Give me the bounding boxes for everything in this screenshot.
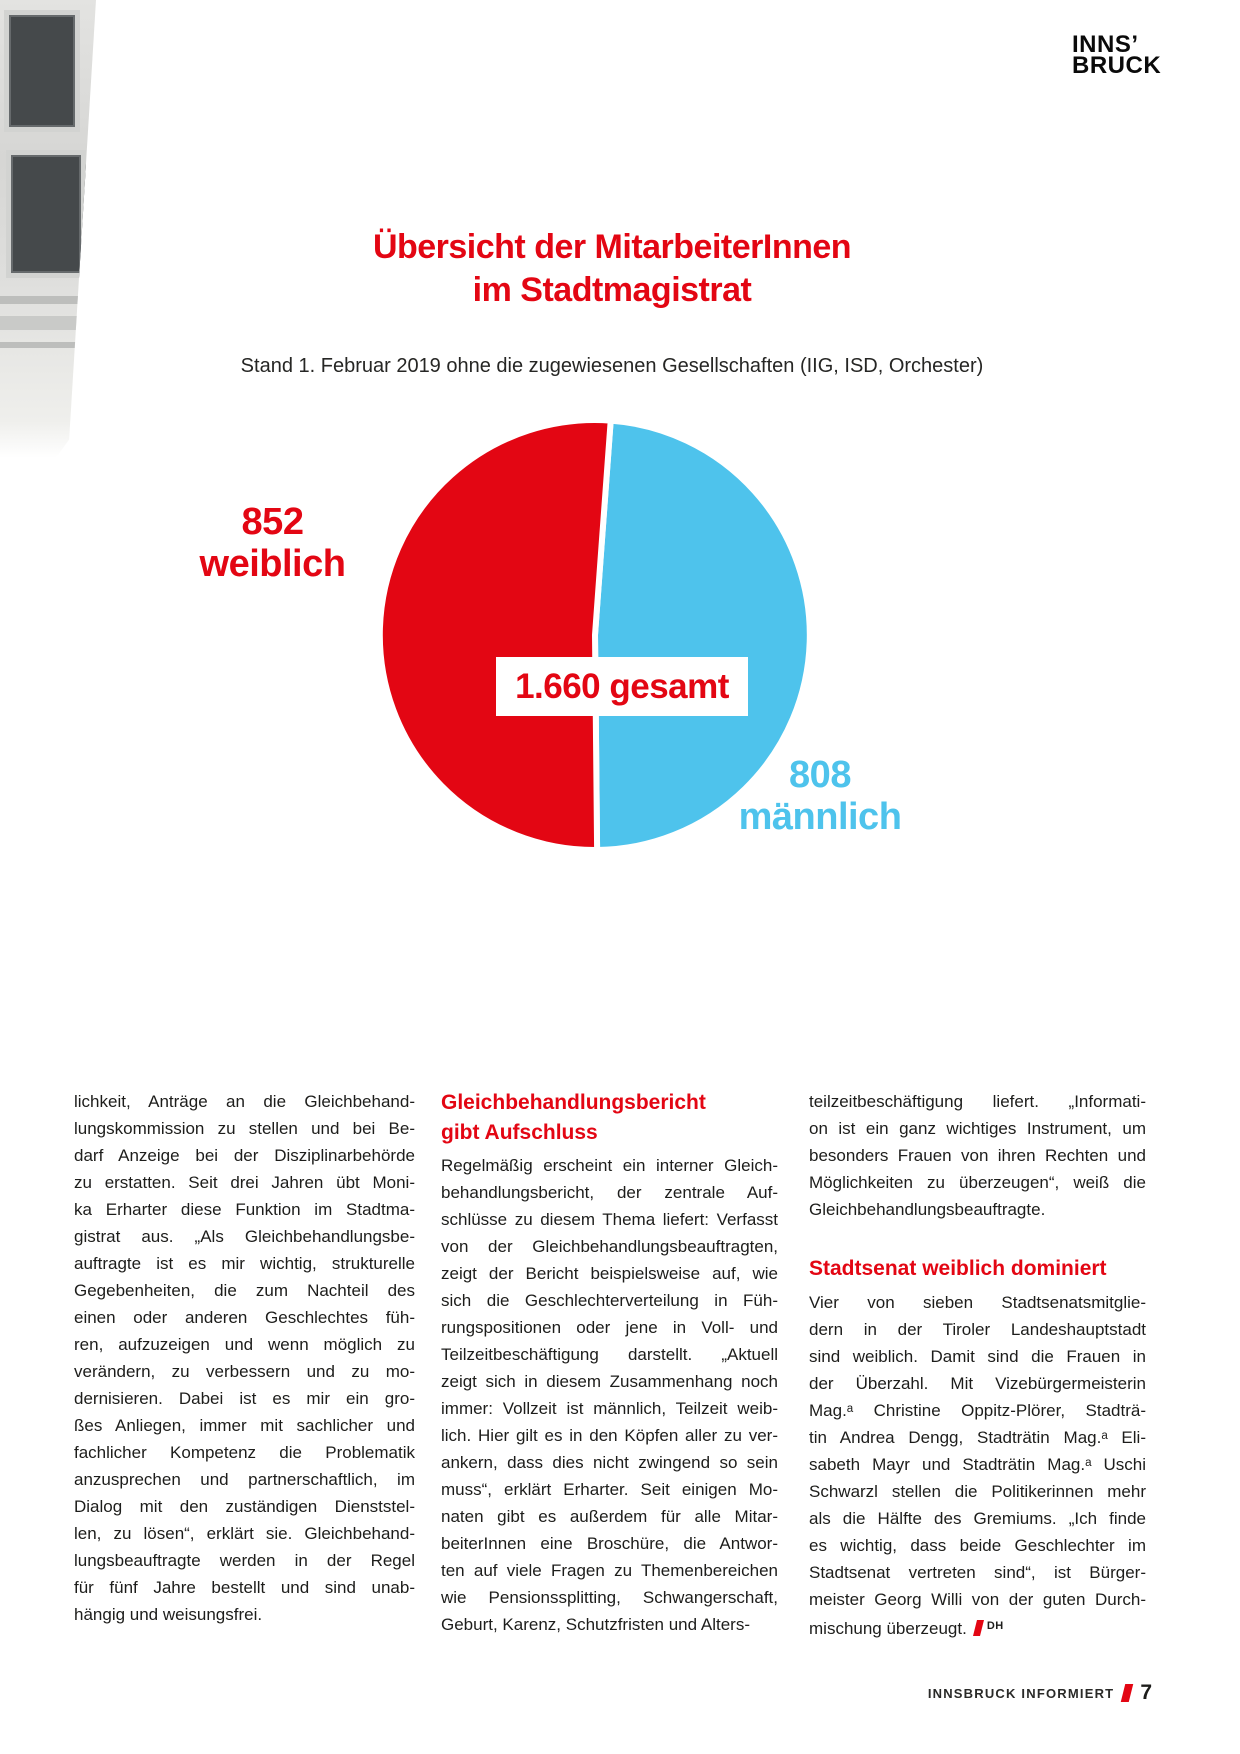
body-line: lich. Hier gilt es in den Köpfen aller z… bbox=[441, 1426, 778, 1445]
body-line: len, zu lösen“, erklärt sie. Gleichbehan… bbox=[74, 1524, 415, 1543]
body-line: muss“, erklärt Erharter. Seit einigen Mo… bbox=[441, 1480, 778, 1499]
body-line: ankern, dass dies nicht zwingend so sein bbox=[441, 1453, 778, 1472]
author-initials: DH bbox=[986, 1620, 1004, 1632]
body-line: tin Andrea Dengg, Stadträtin Mag.ᵃ Eli- bbox=[809, 1428, 1146, 1447]
building-photo bbox=[0, 0, 96, 458]
weiblich-label: weiblich bbox=[199, 543, 346, 585]
page-number: 7 bbox=[1140, 1681, 1152, 1704]
footer-slash-icon bbox=[1121, 1684, 1134, 1702]
body-line: sind weiblich. Damit sind die Frauen in bbox=[809, 1347, 1146, 1366]
body-line: wie Pensionssplitting, Schwangerschaft, bbox=[441, 1588, 778, 1607]
photo-cornice bbox=[0, 342, 96, 348]
pie-total-label: 1.660 gesamt bbox=[496, 657, 748, 716]
maennlich-value: 808 bbox=[789, 754, 851, 796]
body-line: der Überzahl. Mit Vizebürgermeisterin bbox=[809, 1374, 1146, 1393]
chart-title-line-1: Übersicht der MitarbeiterInnen bbox=[372, 228, 852, 266]
body-line: Dialog mit den zuständigen Dienststel- bbox=[74, 1497, 415, 1516]
pie-label-maennlich: 808 männlich bbox=[700, 754, 940, 838]
page-footer: INNSBRUCK INFORMIERT 7 bbox=[740, 1680, 1152, 1706]
body-line: ren, aufzuzeigen und wenn möglich zu bbox=[74, 1335, 415, 1354]
body-line: hängig und weisungsfrei. bbox=[74, 1605, 263, 1624]
body-line: ten auf viele Fragen zu Themenbereichen bbox=[441, 1561, 778, 1580]
column-heading: Gleichbehandlungsbericht gibt Aufschluss bbox=[441, 1088, 778, 1148]
body-line: behandlungsbericht, der zentrale Auf- bbox=[441, 1183, 778, 1202]
chart-title-line-2: im Stadtmagistrat bbox=[472, 271, 752, 309]
heading-line: Stadtsenat weiblich dominiert bbox=[809, 1257, 1107, 1280]
innsbruck-logo: INNS’ BRUCK bbox=[1072, 31, 1192, 79]
body-line: lungskommission zu stellen und bei Be- bbox=[74, 1119, 415, 1138]
body-line: naten gibt es außerdem für alle Mitar- bbox=[441, 1507, 778, 1526]
body-line: Gleichbehandlungsbeauftragte. bbox=[809, 1200, 1046, 1219]
body-line: verändern, zu verbessern und zu mo- bbox=[74, 1362, 415, 1381]
photo-cornice bbox=[0, 316, 96, 330]
column-paragraph: teilzeitbeschäftigung liefert. „Informat… bbox=[809, 1088, 1146, 1223]
body-line: einen oder anderen Geschlechtes füh- bbox=[74, 1308, 415, 1327]
chart-title: Übersicht der MitarbeiterInnen im Stadtm… bbox=[162, 226, 1062, 312]
body-line: darf Anzeige bei der Disziplinarbehörde bbox=[74, 1146, 415, 1165]
body-line: Vier von sieben Stadtsenatsmitglie- bbox=[809, 1293, 1146, 1312]
body-line: fachlicher Kompetenz die Problematik bbox=[74, 1443, 415, 1462]
body-line: rungspositionen oder jene in Voll- und bbox=[441, 1318, 778, 1337]
photo-cornice bbox=[0, 296, 96, 304]
body-line: dern in der Tiroler Landeshauptstadt bbox=[809, 1320, 1146, 1339]
body-line: sich die Geschlechterverteilung in Füh- bbox=[441, 1291, 778, 1310]
column-paragraph: Vier von sieben Stadtsenatsmitglie-dern … bbox=[809, 1289, 1146, 1642]
body-line: ßes Anliegen, immer mit sachlicher und bbox=[74, 1416, 415, 1435]
maennlich-label: männlich bbox=[738, 796, 902, 838]
column-paragraph: Regelmäßig erscheint ein interner Gleich… bbox=[441, 1152, 778, 1638]
column-paragraph: lichkeit, Anträge an die Gleichbehand-lu… bbox=[74, 1088, 415, 1628]
body-line: Stadtsenat vertreten sind“, ist Bürger- bbox=[809, 1563, 1146, 1582]
heading-line: gibt Aufschluss bbox=[441, 1121, 598, 1144]
article-column-3: teilzeitbeschäftigung liefert. „Informat… bbox=[809, 1088, 1146, 1642]
heading-line: Gleichbehandlungsbericht bbox=[441, 1091, 706, 1114]
body-line: Regelmäßig erscheint ein interner Gleich… bbox=[441, 1156, 778, 1175]
body-line: dernisieren. Dabei ist es mir ein gro- bbox=[74, 1389, 415, 1408]
body-line: Teilzeitbeschäftigung darstellt. „Aktuel… bbox=[441, 1345, 778, 1364]
body-line: es wichtig, dass beide Geschlechter im bbox=[809, 1536, 1146, 1555]
column-heading: Stadtsenat weiblich dominiert bbox=[809, 1254, 1146, 1284]
weiblich-value: 852 bbox=[241, 501, 304, 543]
article-column-2: Gleichbehandlungsbericht gibt Aufschluss R… bbox=[441, 1088, 778, 1638]
body-line: Geburt, Karenz, Schutzfristen und Alters… bbox=[441, 1615, 750, 1634]
logo-line-1: INNS’ bbox=[1072, 31, 1139, 58]
body-line: lichkeit, Anträge an die Gleichbehand- bbox=[74, 1092, 415, 1111]
body-line: immer: Vollzeit ist männlich, Teilzeit w… bbox=[441, 1399, 778, 1418]
body-line: on ist ein ganz wichtiges Instrument, um bbox=[809, 1119, 1146, 1138]
article-column-1: lichkeit, Anträge an die Gleichbehand-lu… bbox=[74, 1088, 415, 1628]
body-line: sabeth Mayr und Stadträtin Mag.ᵃ Uschi bbox=[809, 1455, 1146, 1474]
photo-window bbox=[6, 150, 86, 278]
body-line: teilzeitbeschäftigung liefert. „Informat… bbox=[809, 1092, 1146, 1111]
body-line: beiterInnen eine Broschüre, die Antwor- bbox=[441, 1534, 778, 1553]
body-line: ka Erharter diese Funktion im Stadtma- bbox=[74, 1200, 415, 1219]
body-line: meister Georg Willi von der guten Durch- bbox=[809, 1590, 1146, 1609]
pie-slice-männlich bbox=[592, 417, 813, 853]
magazine-name: INNSBRUCK INFORMIERT bbox=[927, 1685, 1115, 1701]
pie-label-weiblich: 852 weiblich bbox=[150, 501, 395, 585]
body-line: für fünf Jahre bestellt und sind unab- bbox=[74, 1578, 415, 1597]
body-line: zeigt sich in diesem Zusammenhang noch bbox=[441, 1372, 778, 1391]
pie-slice-weiblich bbox=[376, 417, 614, 854]
body-line: Möglichkeiten zu überzeugen“, weiß die bbox=[809, 1173, 1146, 1192]
body-line: schlüsse zu diesem Thema liefert: Verfas… bbox=[441, 1210, 778, 1229]
logo-line-2: BRUCK bbox=[1072, 52, 1162, 79]
body-line: Gegebenheiten, die zum Nachteil des bbox=[74, 1281, 415, 1300]
body-line: Schwarzl stellen die Politikerinnen mehr bbox=[809, 1482, 1146, 1501]
body-line: zeigt der Bericht beispielsweise auf, wi… bbox=[441, 1264, 778, 1283]
photo-window bbox=[4, 10, 80, 132]
body-line: besonders Frauen von ihren Rechten und bbox=[809, 1146, 1146, 1165]
body-line: zu erstatten. Seit drei Jahren übt Moni- bbox=[74, 1173, 415, 1192]
body-line: als die Hälfte des Gremiums. „Ich finde bbox=[809, 1509, 1146, 1528]
author-slash-icon bbox=[972, 1620, 984, 1636]
body-line: von der Gleichbehandlungsbeauftragten, bbox=[441, 1237, 778, 1256]
body-line: anzusprechen und partnerschaftlich, im bbox=[74, 1470, 415, 1489]
body-line: lungsbeauftragte werden in der Regel bbox=[74, 1551, 415, 1570]
body-line: Mag.ᵃ Christine Oppitz-Plörer, Stadträ- bbox=[809, 1401, 1146, 1420]
body-line: auftragte ist es mir wichtig, strukturel… bbox=[74, 1254, 415, 1273]
pie-chart bbox=[376, 417, 813, 854]
body-line: mischung überzeugt. DH bbox=[809, 1619, 1004, 1638]
chart-subtitle: Stand 1. Februar 2019 ohne die zugewiese… bbox=[240, 355, 984, 377]
body-line: gistrat aus. „Als Gleichbehandlungsbe- bbox=[74, 1227, 415, 1246]
